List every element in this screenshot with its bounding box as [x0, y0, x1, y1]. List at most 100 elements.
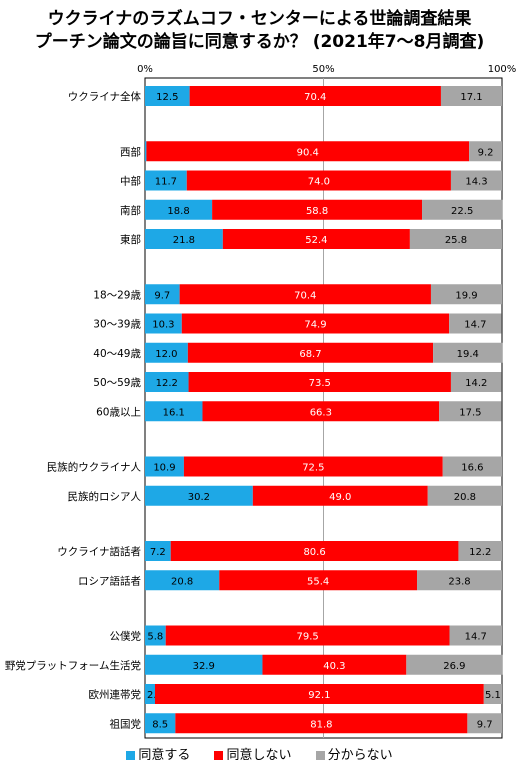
bar-segment-dont-know	[430, 284, 502, 305]
bar-segment-agree	[145, 570, 220, 591]
bar-segment-agree	[145, 342, 188, 363]
category-label: 西部	[120, 145, 141, 158]
bar-segment-agree	[145, 313, 182, 334]
bar-segment-agree	[145, 86, 190, 106]
category-label: 40～49歳	[93, 348, 141, 360]
bar-segment-disagree	[188, 372, 451, 392]
data-label: 58.8	[306, 206, 328, 217]
bar-segment-dont-know	[483, 684, 502, 704]
bar-segment-disagree	[165, 625, 450, 646]
data-label: 7.2	[150, 547, 166, 558]
category-label: 東部	[120, 233, 141, 246]
category-label: ロシア語話者	[78, 574, 141, 587]
bar-segment-agree	[145, 170, 187, 191]
data-label: 19.4	[457, 349, 479, 360]
data-label: 49.0	[329, 492, 351, 503]
category-label: 公僕党	[110, 630, 142, 643]
legend-label-dont-know: 分からない	[327, 748, 393, 763]
data-label: 12.2	[469, 547, 491, 558]
data-label: 12.5	[156, 92, 178, 103]
bar-segment-disagree	[187, 342, 434, 363]
category-label: 中部	[120, 175, 141, 188]
data-label: 74.9	[304, 320, 326, 331]
bar-segment-agree	[145, 372, 189, 392]
chart-title-line2: プーチン論文の論旨に同意するか？ (2021年7～8月調査)	[34, 32, 485, 52]
data-label: 10.9	[153, 463, 175, 474]
bar-segment-agree	[145, 141, 147, 162]
data-label: 26.9	[443, 661, 465, 672]
bar-segment-agree	[145, 684, 155, 704]
data-label: 2.8	[147, 690, 163, 701]
bar-segment-agree	[145, 229, 223, 249]
category-label: ウクライナ語話者	[57, 545, 141, 558]
category-label: 18～29歳	[93, 289, 141, 301]
bar-segment-dont-know	[442, 456, 502, 477]
data-label: 92.1	[308, 690, 330, 701]
data-label: 20.8	[171, 576, 193, 587]
data-label: 72.5	[302, 463, 324, 474]
chart-title-line1: ウクライナのラズムコフ・センターによる世論調査結果	[47, 9, 472, 29]
data-label: 74.0	[308, 177, 330, 188]
bar-segment-disagree	[154, 684, 484, 704]
bar-segment-agree	[145, 485, 253, 506]
data-label: 14.2	[465, 378, 487, 389]
bar-segment-disagree	[183, 456, 443, 477]
legend: 同意する 同意しない 分からない	[0, 744, 519, 763]
bar-segment-agree	[145, 401, 203, 422]
data-label: 79.5	[296, 632, 318, 643]
legend-item-agree: 同意する	[126, 744, 190, 763]
data-label: 9.7	[154, 290, 170, 301]
data-label: 81.8	[310, 719, 332, 730]
bar-segment-dont-know	[449, 313, 502, 334]
bar-segment-dont-know	[440, 86, 502, 106]
data-label: 5.8	[147, 632, 163, 643]
bar-segment-disagree	[202, 401, 440, 422]
data-label: 90.4	[297, 147, 319, 158]
category-label: 南部	[120, 204, 141, 217]
bar-segment-disagree	[181, 313, 450, 334]
legend-item-disagree: 同意しない	[214, 744, 292, 763]
bar-segment-agree	[145, 713, 176, 734]
data-label: 17.1	[460, 92, 482, 103]
bar-segment-agree	[145, 284, 180, 305]
data-label: 9.2	[478, 147, 494, 158]
data-label: 23.8	[448, 576, 470, 587]
data-label: 25.8	[445, 235, 467, 246]
data-label: 55.4	[307, 576, 329, 587]
data-label: 70.4	[294, 290, 316, 301]
bar-segment-dont-know	[450, 372, 502, 392]
data-label: 70.4	[304, 92, 326, 103]
data-label: 11.7	[155, 177, 177, 188]
bar-segment-disagree	[186, 170, 451, 191]
bar-segment-agree	[145, 199, 213, 220]
bar-segment-dont-know	[417, 570, 502, 591]
x-tick-label: 0%	[137, 64, 153, 75]
bar-segment-dont-know	[458, 541, 502, 561]
bar-segment-dont-know	[409, 229, 502, 249]
bar-segment-disagree	[212, 199, 423, 220]
bar-segment-dont-know	[433, 342, 503, 363]
bar-segment-disagree	[252, 485, 428, 506]
legend-label-disagree: 同意しない	[226, 748, 292, 763]
bar-segment-disagree	[189, 86, 441, 106]
bar-segment-disagree	[146, 141, 470, 162]
data-label: 14.7	[465, 632, 487, 643]
category-label: 民族的ロシア人	[68, 490, 142, 503]
bar-segment-dont-know	[427, 485, 502, 506]
bar-segment-disagree	[179, 284, 431, 305]
bar-segment-disagree	[219, 570, 418, 591]
bar-segment-dont-know	[467, 713, 502, 734]
category-label: 祖国党	[110, 717, 142, 730]
bar-segment-dont-know	[422, 199, 503, 220]
bar-segment-dont-know	[469, 141, 502, 162]
bar-segment-disagree	[170, 541, 459, 561]
bar-segment-agree	[145, 654, 263, 675]
legend-swatch-agree	[126, 751, 136, 760]
category-label: 50～59歳	[93, 377, 141, 389]
data-label: 16.6	[461, 463, 483, 474]
category-label: 野党プラットフォーム生活党	[5, 659, 142, 672]
data-label: 18.8	[167, 206, 189, 217]
data-label: 80.6	[303, 547, 325, 558]
x-tick-label: 50%	[312, 64, 334, 75]
